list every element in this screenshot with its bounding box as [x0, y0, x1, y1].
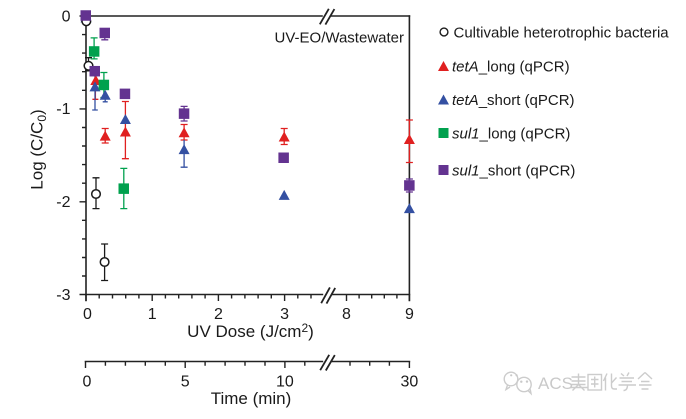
- svg-text:2: 2: [214, 306, 223, 323]
- svg-text:9: 9: [405, 306, 414, 323]
- svg-text:0: 0: [83, 373, 92, 390]
- svg-text:Time (min): Time (min): [211, 389, 292, 408]
- svg-text:tetA_long (qPCR): tetA_long (qPCR): [452, 58, 570, 75]
- svg-text:0: 0: [62, 8, 71, 25]
- svg-text:Log (C/C0): Log (C/C0): [28, 109, 50, 189]
- svg-text:5: 5: [181, 373, 190, 390]
- svg-text:ACS: ACS: [538, 374, 573, 393]
- svg-text:UV Dose (J/cm2): UV Dose (J/cm2): [187, 321, 314, 341]
- svg-text:0: 0: [83, 306, 92, 323]
- svg-text:30: 30: [401, 373, 419, 390]
- svg-text:8: 8: [342, 306, 351, 323]
- svg-text:UV-EO/Wastewater: UV-EO/Wastewater: [275, 30, 404, 47]
- svg-text:-3: -3: [56, 287, 70, 304]
- svg-text:sul1_long (qPCR): sul1_long (qPCR): [452, 125, 570, 142]
- svg-text:1: 1: [148, 306, 157, 323]
- svg-text:3: 3: [280, 306, 289, 323]
- svg-text:sul1_short (qPCR): sul1_short (qPCR): [452, 162, 575, 179]
- svg-text:Cultivable heterotrophic bacte: Cultivable heterotrophic bacteria: [454, 24, 670, 41]
- svg-text:-1: -1: [56, 101, 70, 118]
- svg-text:10: 10: [276, 373, 294, 390]
- svg-text:-2: -2: [56, 194, 70, 211]
- svg-text:tetA_short (qPCR): tetA_short (qPCR): [452, 92, 575, 109]
